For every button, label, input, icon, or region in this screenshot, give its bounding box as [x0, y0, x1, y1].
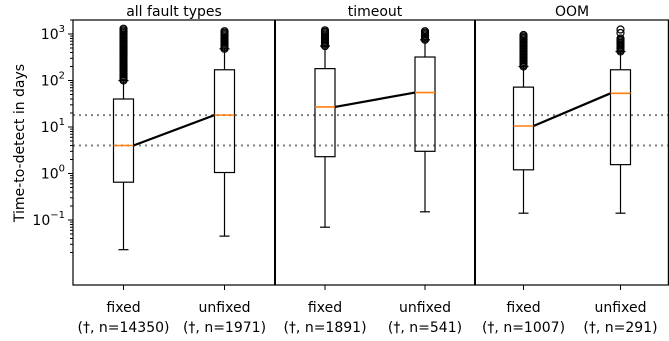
outlier-point [119, 24, 128, 33]
category-sublabel: (†, n=541) [388, 320, 462, 336]
outlier-point [616, 34, 625, 43]
panel-2: OOM fixed (†, n=1007) unfixed (†, n=291) [482, 4, 658, 336]
category-sublabel: (†, n=1891) [283, 320, 366, 336]
reference-lines [73, 114, 669, 147]
category-label: fixed [308, 300, 342, 316]
iqr-box [512, 86, 535, 171]
category-sublabel: (†, n=14350) [78, 320, 170, 336]
box-1-1: unfixed (†, n=541) [388, 27, 462, 336]
panel-title: all fault types [126, 4, 222, 20]
outlier-point [616, 25, 625, 34]
category-sublabel: (†, n=291) [583, 320, 657, 336]
outlier-point [519, 30, 528, 40]
iqr-box [414, 56, 436, 152]
panel-1: timeout fixed (†, n=1891) unfixed (†, n=541) [283, 4, 462, 336]
plot-frame [72, 19, 669, 286]
outlier-point [220, 27, 229, 36]
category-label: unfixed [595, 300, 647, 316]
category-label: unfixed [199, 300, 251, 316]
median-connector [133, 114, 215, 147]
category-label: fixed [506, 300, 540, 316]
box-1-0: fixed (†, n=1891) [283, 26, 367, 336]
outlier-point [320, 26, 330, 35]
y-tick-label-4: 103 [41, 24, 65, 43]
outlier-point [616, 28, 625, 38]
box-0-0: fixed (†, n=14350) [78, 24, 170, 336]
iqr-box [112, 98, 135, 183]
category-sublabel: (†, n=1007) [482, 320, 565, 336]
y-tick-label-1: 100 [41, 163, 65, 182]
iqr-box [314, 68, 336, 158]
category-label: fixed [106, 300, 140, 316]
iqr-box [213, 69, 236, 174]
y-tick-label-2: 101 [41, 117, 65, 136]
median-connector [334, 91, 416, 109]
panels: all fault types fixed (†, n=14350) unfixed (… [78, 4, 658, 336]
plot-border [72, 19, 669, 286]
iqr-box [609, 69, 632, 166]
outlier-point [420, 27, 430, 36]
median-connector [533, 92, 611, 128]
box-2-1: unfixed (†, n=291) [583, 25, 658, 336]
category-sublabel: (†, n=1971) [183, 320, 266, 336]
category-label: unfixed [399, 300, 451, 316]
panel-0: all fault types fixed (†, n=14350) unfixed (… [78, 4, 267, 336]
y-axis-label: Time-to-detect in days [12, 64, 28, 223]
box-2-0: fixed (†, n=1007) [482, 30, 565, 336]
box-0-1: unfixed (†, n=1971) [183, 27, 266, 336]
y-tick-label-0: 10−1 [32, 210, 65, 229]
y-axis: 10−1 100 101 102 103 [32, 19, 73, 253]
panel-title: OOM [555, 4, 589, 20]
y-tick-label-3: 102 [41, 70, 65, 89]
panel-title: timeout [348, 4, 403, 20]
